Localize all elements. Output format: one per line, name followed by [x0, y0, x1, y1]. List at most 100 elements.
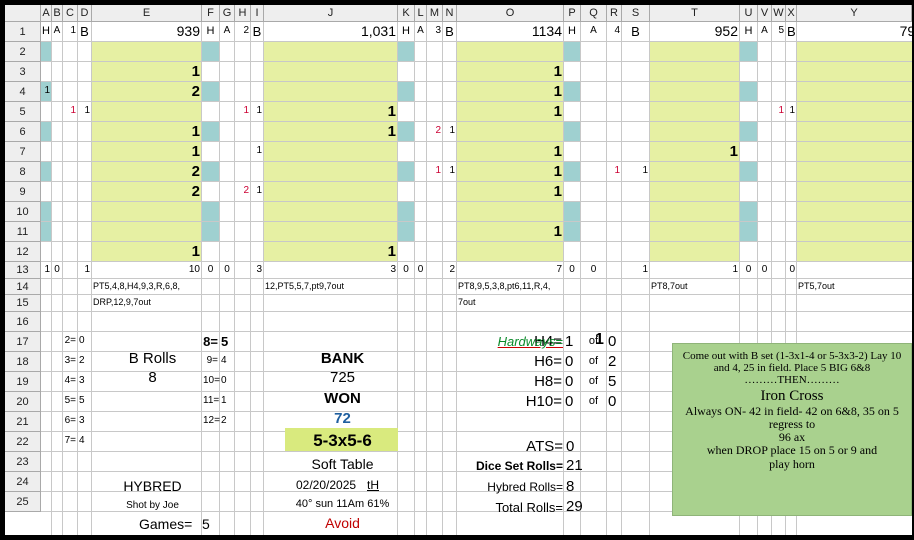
b-value: 1	[256, 185, 262, 196]
teal-fill	[740, 82, 758, 102]
point-number: 1	[243, 105, 249, 116]
column-header-f[interactable]: F	[202, 5, 220, 22]
column-header-g[interactable]: G	[220, 5, 235, 22]
row-header-5[interactable]: 5	[5, 102, 41, 122]
games-value: 5	[202, 516, 210, 532]
row-header-23[interactable]: 23	[5, 452, 41, 472]
row13-a: 0	[590, 263, 597, 275]
column-header-j[interactable]: J	[264, 5, 398, 22]
column-gridline	[201, 5, 202, 535]
teal-fill	[202, 42, 220, 62]
dice-set-rolls-value: 21	[566, 457, 583, 474]
count-value: 5	[221, 333, 229, 349]
column-header-l[interactable]: L	[415, 5, 427, 22]
hit-value: 1	[553, 62, 562, 80]
column-header-h[interactable]: H	[235, 5, 251, 22]
column-header-b[interactable]: B	[52, 5, 63, 22]
b-value: 1	[449, 125, 455, 136]
row-header-15[interactable]: 15	[5, 295, 41, 312]
column-header-a[interactable]: A	[41, 5, 52, 22]
group-header-number: 2	[243, 25, 249, 36]
set-highlight	[285, 428, 398, 451]
row-header-16[interactable]: 16	[5, 312, 41, 332]
row-header-20[interactable]: 20	[5, 392, 41, 412]
column-header-w[interactable]: W	[772, 5, 786, 22]
iron-line-7: when DROP place 15 on 5 or 9 and	[706, 443, 878, 458]
hardway-label: H10=	[525, 392, 562, 410]
column-header-o[interactable]: O	[457, 5, 564, 22]
count-value: 5	[79, 395, 85, 406]
column-header-k[interactable]: K	[398, 5, 415, 22]
row-header-9[interactable]: 9	[5, 182, 41, 202]
column-header-q[interactable]: Q	[581, 5, 607, 22]
row-header-11[interactable]: 11	[5, 222, 41, 242]
row-header-24[interactable]: 24	[5, 472, 41, 492]
column-header-d[interactable]: D	[78, 5, 92, 22]
column-header-r[interactable]: R	[607, 5, 622, 22]
row-header-6[interactable]: 6	[5, 122, 41, 142]
count-value: 4	[221, 355, 227, 366]
row-gridline	[5, 81, 912, 82]
hybred-label: HYBRED	[123, 478, 182, 494]
row-header-22[interactable]: 22	[5, 432, 41, 452]
hardway-total: 0	[608, 392, 617, 410]
bank-value: 725	[329, 369, 356, 386]
row-header-21[interactable]: 21	[5, 412, 41, 432]
column-header-p[interactable]: P	[564, 5, 581, 22]
row-header-12[interactable]: 12	[5, 242, 41, 262]
row13-h: 0	[403, 263, 409, 275]
count-value: 0	[79, 335, 85, 346]
column-header-n[interactable]: N	[443, 5, 457, 22]
row-header-19[interactable]: 19	[5, 372, 41, 392]
row-header-17[interactable]: 17	[5, 332, 41, 352]
column-header-e[interactable]: E	[92, 5, 202, 22]
hardway-of: of	[588, 394, 599, 407]
hardway-value: 0	[565, 372, 574, 390]
row-header-1[interactable]: 1	[5, 22, 41, 42]
iron-title: Iron Cross	[760, 388, 824, 405]
count-label: 4=	[64, 375, 76, 386]
column-header-y[interactable]: Y	[797, 5, 912, 22]
point-number: 1	[435, 165, 441, 176]
b-value: 1	[256, 105, 262, 116]
row13-b: 0	[789, 263, 795, 275]
column-header-m[interactable]: M	[427, 5, 443, 22]
row-header-7[interactable]: 7	[5, 142, 41, 162]
row13-h: 0	[207, 263, 214, 275]
teal-fill	[740, 122, 758, 142]
row-header-18[interactable]: 18	[5, 352, 41, 372]
row-header-8[interactable]: 8	[5, 162, 41, 182]
row-header-13[interactable]: 13	[5, 262, 41, 279]
column-header-s[interactable]: S	[622, 5, 650, 22]
column-header-v[interactable]: V	[758, 5, 772, 22]
column-header-t[interactable]: T	[650, 5, 740, 22]
row-header-10[interactable]: 10	[5, 202, 41, 222]
row-gridline	[5, 241, 912, 242]
column-header-x[interactable]: X	[786, 5, 797, 22]
teal-fill	[740, 222, 758, 242]
row-gridline	[5, 278, 912, 279]
count-label: 2=	[64, 335, 76, 346]
row-header-14[interactable]: 14	[5, 279, 41, 295]
column-header-c[interactable]: C	[63, 5, 78, 22]
row-gridline	[5, 61, 912, 62]
row-header-25[interactable]: 25	[5, 492, 41, 512]
hardway-label: H6=	[534, 352, 562, 370]
group-header-h: H	[206, 24, 215, 37]
column-header-i[interactable]: I	[251, 5, 264, 22]
row-header-2[interactable]: 2	[5, 42, 41, 62]
row13-total: 7	[556, 263, 562, 275]
row-header-4[interactable]: 4	[5, 82, 41, 102]
group-total: 1134	[531, 23, 562, 39]
row13-h: 0	[54, 263, 60, 275]
corner-cell[interactable]	[5, 5, 41, 22]
group-header-b: B	[631, 23, 640, 39]
avoid-note: Avoid	[325, 515, 360, 531]
column-header-u[interactable]: U	[740, 5, 758, 22]
row-header-3[interactable]: 3	[5, 62, 41, 82]
count-value: 2	[79, 355, 85, 366]
teal-fill	[41, 82, 52, 102]
hit-value: 1	[553, 162, 562, 180]
hit-value: 1	[729, 142, 738, 160]
